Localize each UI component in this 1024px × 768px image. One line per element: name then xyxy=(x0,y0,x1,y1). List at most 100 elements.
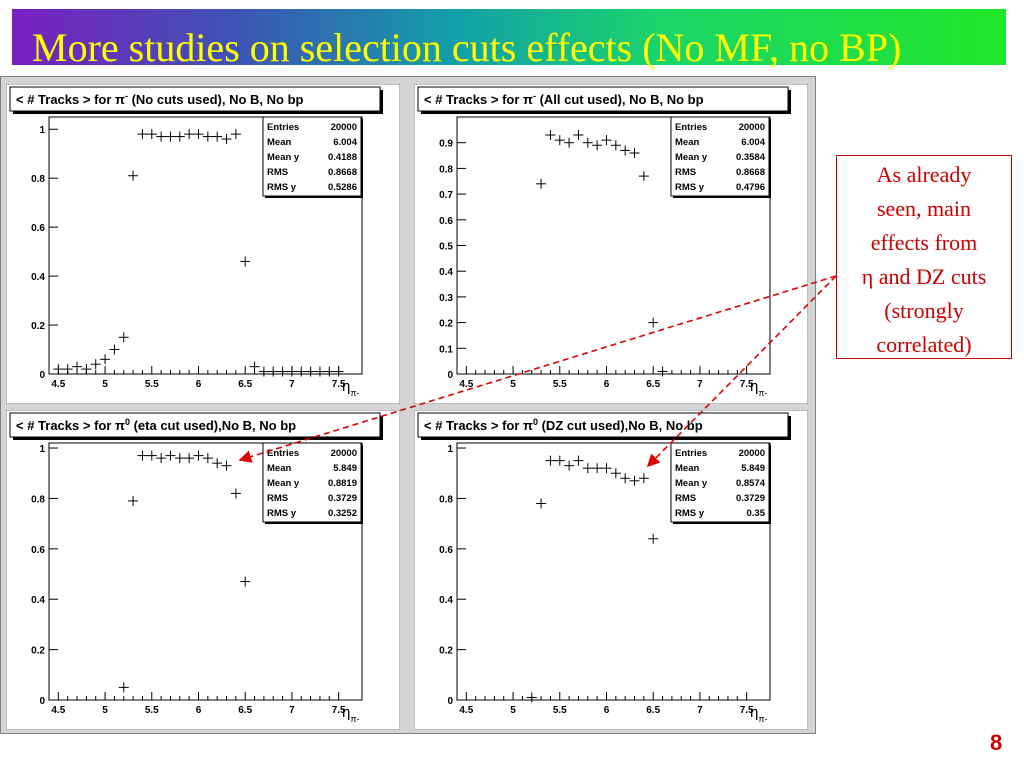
data-point xyxy=(81,364,92,375)
data-point xyxy=(629,147,640,158)
stats-box: Entries 20000 Mean 5.849 Mean y 0.8574 RMS 0.37… xyxy=(670,442,771,524)
data-point xyxy=(536,178,547,189)
chart-title-shadow xyxy=(421,111,791,114)
data-point xyxy=(564,137,575,148)
data-point xyxy=(100,354,111,365)
stats-value: 6.004 xyxy=(333,137,357,148)
stats-value: 0.5286 xyxy=(328,182,357,193)
stats-label: Mean xyxy=(267,137,291,148)
x-tick-label: 6.5 xyxy=(238,705,252,716)
chart-title-part: < # Tracks > for π xyxy=(424,418,533,433)
data-point xyxy=(545,129,556,140)
data-point xyxy=(202,453,213,464)
annotation-line: (strongly xyxy=(884,298,964,323)
data-point xyxy=(573,129,584,140)
stats-value: 0.3729 xyxy=(328,493,357,504)
y-tick-label: 1 xyxy=(39,125,45,136)
y-tick-label: 0.2 xyxy=(439,646,453,657)
data-point xyxy=(212,458,223,469)
x-tick-label: 7.5 xyxy=(740,379,754,390)
data-point xyxy=(536,498,547,509)
data-point xyxy=(573,455,584,466)
annotation-line: effects from xyxy=(870,230,978,255)
data-point xyxy=(146,129,157,140)
data-point xyxy=(202,131,213,142)
data-point xyxy=(545,455,556,466)
x-tick-label: 4.5 xyxy=(51,379,65,390)
stats-label: Mean xyxy=(675,463,699,474)
x-axis-label: ηπ- xyxy=(750,704,768,724)
data-point xyxy=(174,453,185,464)
annotation-line: seen, main xyxy=(876,196,972,221)
data-point xyxy=(230,488,241,499)
stats-label: Entries xyxy=(675,448,707,459)
data-point xyxy=(184,129,195,140)
chart-title-superscript: - xyxy=(125,91,128,101)
slide-title: More studies on selection cuts effects (… xyxy=(32,25,902,70)
data-point xyxy=(165,131,176,142)
plot-pad-2: < # Tracks > for π- (All cut used), No B… xyxy=(413,83,809,405)
page-number: 8 xyxy=(990,730,1003,755)
data-point xyxy=(193,450,204,461)
annotation-box: As already seen, main effects from η and… xyxy=(836,155,1012,359)
chart-title-text: < # Tracks > for π0 (eta cut used),No B,… xyxy=(16,417,296,433)
chart-title-shadow xyxy=(13,111,383,114)
chart-4: < # Tracks > for π0 (DZ cut used),No B, … xyxy=(413,409,809,731)
x-axis-label-subscript: π- xyxy=(350,388,359,398)
data-point xyxy=(118,332,129,343)
chart-title-shadow xyxy=(788,90,791,114)
data-point xyxy=(249,361,260,372)
chart-title-shadow xyxy=(380,416,383,440)
stats-value: 20000 xyxy=(739,448,765,459)
data-point xyxy=(582,137,593,148)
x-tick-label: 5 xyxy=(510,705,516,716)
x-tick-label: 7.5 xyxy=(740,705,754,716)
stats-box: Entries 20000 Mean 6.004 Mean y 0.3584 RMS 0.86… xyxy=(670,116,771,198)
arrow-to-eta-plot xyxy=(238,275,837,463)
data-point xyxy=(582,463,593,474)
data-point xyxy=(564,460,575,471)
x-axis-label: ηπ- xyxy=(750,378,768,398)
data-point xyxy=(554,135,565,146)
plot-pad-4: < # Tracks > for π0 (DZ cut used),No B, … xyxy=(413,409,809,731)
y-tick-label: 1 xyxy=(447,444,453,455)
stats-label: RMS xyxy=(675,167,696,178)
stats-label: Mean xyxy=(267,463,291,474)
x-axis-label-symbol: η xyxy=(342,704,350,721)
stats-label: RMS y xyxy=(675,182,705,193)
y-tick-label: 0.3 xyxy=(439,293,453,304)
chart-3: < # Tracks > for π0 (eta cut used),No B,… xyxy=(5,409,401,731)
chart-title: < # Tracks > for π0 (eta cut used),No B,… xyxy=(9,412,383,440)
data-point xyxy=(526,692,537,703)
data-point xyxy=(156,131,167,142)
data-point xyxy=(592,463,603,474)
y-tick-label: 0.5 xyxy=(439,242,453,253)
x-axis-label-subscript: π- xyxy=(758,714,767,724)
stats-label: Mean y xyxy=(675,152,708,163)
data-point xyxy=(221,134,232,145)
annotation-line: correlated) xyxy=(876,332,972,357)
y-tick-label: 0.8 xyxy=(31,494,45,505)
data-point xyxy=(554,455,565,466)
stats-label: Mean y xyxy=(267,478,300,489)
x-tick-label: 6 xyxy=(604,379,610,390)
data-point xyxy=(221,460,232,471)
x-tick-label: 6.5 xyxy=(646,379,660,390)
stats-value: 20000 xyxy=(331,448,357,459)
data-point xyxy=(118,682,129,693)
stats-value: 0.4796 xyxy=(736,182,765,193)
data-point xyxy=(268,366,279,377)
stats-value: 0.8574 xyxy=(736,478,766,489)
data-point xyxy=(53,364,64,375)
y-tick-label: 0.2 xyxy=(31,321,45,332)
y-tick-label: 0.2 xyxy=(31,646,45,657)
data-point xyxy=(638,171,649,182)
chart-title-part: (eta cut used),No B, No bp xyxy=(130,418,296,433)
stats-label: RMS xyxy=(267,493,288,504)
x-tick-label: 7.5 xyxy=(332,379,346,390)
annotation-line: η and DZ cuts xyxy=(861,264,987,289)
x-axis-label-symbol: η xyxy=(342,378,350,395)
x-tick-label: 7 xyxy=(289,705,295,716)
chart-title-shadow xyxy=(421,437,791,440)
